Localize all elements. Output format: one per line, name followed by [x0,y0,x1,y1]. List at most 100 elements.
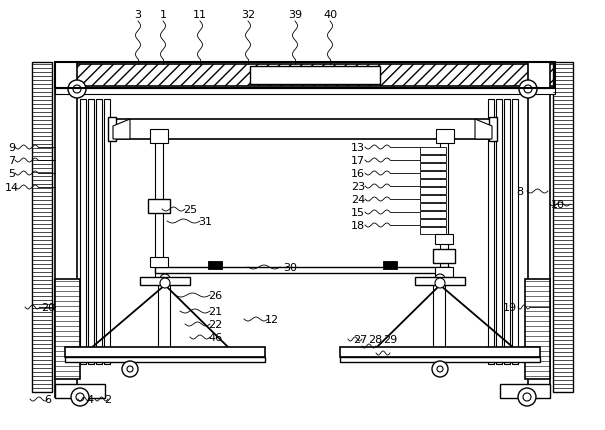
Circle shape [127,366,133,372]
Bar [433,283,445,349]
Bar [340,357,540,362]
Text: 8: 8 [517,187,523,197]
Text: 30: 30 [283,262,297,272]
Bar [440,140,448,280]
Bar [420,187,446,194]
Bar [525,280,550,379]
Bar [148,200,170,214]
Bar [435,267,453,277]
Bar [500,384,550,398]
Polygon shape [113,120,130,140]
Bar [420,212,446,218]
Text: 14: 14 [5,183,19,193]
Polygon shape [475,120,492,140]
Text: 1: 1 [160,10,166,20]
Circle shape [437,366,443,372]
Text: 4: 4 [87,394,94,404]
Bar [150,130,168,144]
Bar [420,172,446,178]
Text: 22: 22 [208,319,222,329]
Bar [158,283,170,349]
Bar [420,219,446,227]
Bar [504,100,510,364]
Text: 19: 19 [503,302,517,312]
Bar [55,65,555,87]
Text: 16: 16 [351,169,365,178]
Text: 3: 3 [134,10,142,20]
Text: 28: 28 [368,334,382,344]
Text: 13: 13 [351,143,365,153]
Text: 7: 7 [8,156,16,166]
Circle shape [432,361,448,377]
Bar [420,164,446,171]
Circle shape [518,388,536,406]
Bar [55,280,80,379]
Bar [435,234,453,244]
Bar [420,147,446,155]
Bar [420,227,446,234]
Bar [420,156,446,163]
Circle shape [73,86,81,94]
Text: 21: 21 [208,306,222,316]
Bar [496,100,502,364]
Circle shape [156,203,162,209]
Bar [415,277,465,286]
Text: 46: 46 [208,332,222,342]
Bar [208,261,222,269]
Bar [55,384,105,398]
Circle shape [524,86,532,94]
Bar [55,63,555,89]
Bar [65,347,265,357]
Text: 15: 15 [351,208,365,218]
Bar [96,100,102,364]
Circle shape [122,361,138,377]
Text: 9: 9 [8,143,16,153]
Bar [528,63,550,397]
Text: 31: 31 [198,216,212,227]
Bar [420,180,446,187]
Circle shape [523,393,531,401]
Text: 12: 12 [265,314,279,324]
Text: 10: 10 [551,200,565,209]
Text: 2: 2 [105,394,111,404]
Circle shape [441,134,447,140]
Bar [436,130,454,144]
Bar [32,63,52,392]
Bar [140,277,190,286]
Bar [155,267,450,273]
Bar [80,100,86,364]
Bar [383,261,397,269]
Bar [489,118,497,141]
Text: 17: 17 [351,156,365,166]
Bar [55,63,77,397]
Text: 5: 5 [8,169,16,178]
Bar [155,140,163,280]
Text: 18: 18 [351,221,365,230]
Text: 26: 26 [208,290,222,300]
Bar [104,100,110,364]
Bar [112,120,497,140]
Text: 40: 40 [323,10,337,20]
Bar [340,347,540,357]
Bar [420,203,446,211]
Circle shape [160,278,170,289]
Circle shape [68,81,86,99]
Bar [512,100,518,364]
Circle shape [435,278,445,289]
Text: 20: 20 [41,302,55,312]
Circle shape [160,274,170,284]
Text: 29: 29 [383,334,397,344]
Bar [65,357,265,362]
Text: 6: 6 [45,394,51,404]
Bar [150,258,168,267]
Bar [420,196,446,203]
Bar [488,100,494,364]
Text: 27: 27 [353,334,367,344]
Bar [88,100,94,364]
Circle shape [156,134,162,140]
Bar [250,67,380,85]
Circle shape [435,274,445,284]
Bar [55,89,555,95]
Bar [108,118,116,141]
Circle shape [71,388,89,406]
